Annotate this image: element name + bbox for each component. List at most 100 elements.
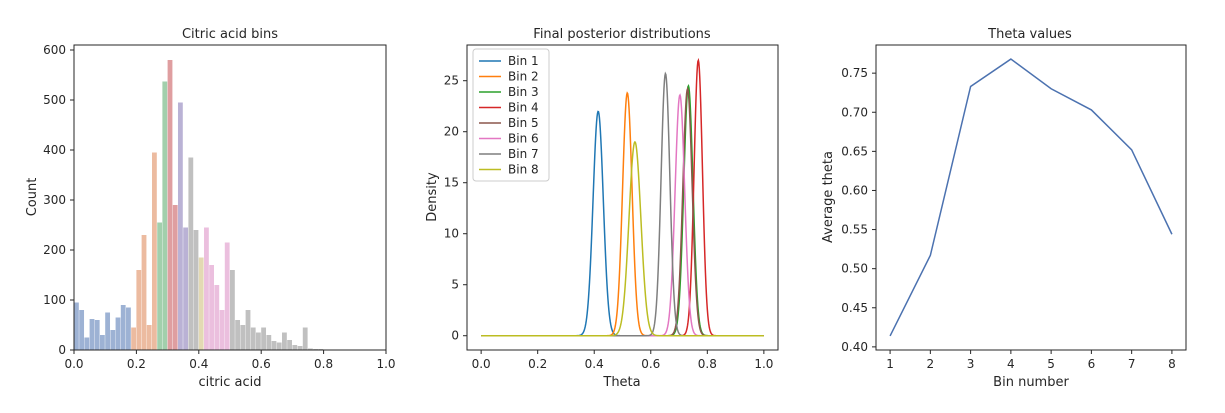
histogram-bar <box>287 340 292 350</box>
posterior-y-label: Density <box>425 172 440 222</box>
histogram-bar <box>214 285 220 350</box>
histogram-y-label: Count <box>25 178 40 217</box>
histogram-bar <box>276 342 282 350</box>
posterior-curves <box>481 57 764 337</box>
histogram-bar <box>245 310 251 350</box>
histogram-bar <box>94 320 100 350</box>
histogram-frame <box>73 44 387 351</box>
posterior-y-tick-label: 0 <box>451 329 459 343</box>
theta-x-tick-label: 6 <box>1088 357 1096 371</box>
legend-label: Bin 7 <box>508 147 539 161</box>
histogram-bars <box>74 60 334 350</box>
posterior-y-tick-label: 25 <box>444 74 459 88</box>
theta-y-tick-label: 0.45 <box>841 301 868 315</box>
histogram-bar <box>152 152 157 350</box>
histogram-bar <box>255 332 261 350</box>
histogram-y-tick-label: 300 <box>43 193 66 207</box>
posterior-y-ticks: 0 5 10 15 20 25 <box>444 74 467 343</box>
posterior-x-tick-label: 0.8 <box>698 357 717 371</box>
posterior-title: Final posterior distributions <box>533 27 711 42</box>
histogram-bar <box>141 235 147 350</box>
theta-x-tick-label: 5 <box>1047 357 1055 371</box>
posterior-x-tick-label: 0.2 <box>528 357 547 371</box>
histogram-bar <box>188 157 194 350</box>
histogram-bar <box>297 346 303 350</box>
histogram-title: Citric acid bins <box>182 27 278 42</box>
histogram-bar <box>302 327 308 350</box>
histogram-bar <box>177 102 183 350</box>
histogram-bar <box>99 335 105 350</box>
histogram-y-tick-label: 200 <box>43 243 66 257</box>
histogram-bar <box>183 227 189 350</box>
theta-x-tick-label: 4 <box>1007 357 1015 371</box>
posterior-x-tick-label: 1.0 <box>754 357 773 371</box>
histogram-x-tick-label: 0.8 <box>314 357 333 371</box>
histogram-x-tick-label: 0.2 <box>127 357 146 371</box>
histogram-x-tick-label: 1.0 <box>376 357 395 371</box>
histogram-bar <box>162 81 168 350</box>
histogram-bar <box>157 222 163 350</box>
posterior-y-tick-label: 20 <box>444 125 459 139</box>
histogram-bar <box>204 227 209 350</box>
posterior-x-ticks: 0.0 0.2 0.4 0.6 0.8 1.0 <box>472 350 773 371</box>
histogram-bar <box>292 345 298 350</box>
histogram-bar <box>79 310 85 350</box>
theta-y-tick-label: 0.65 <box>841 144 868 158</box>
theta-x-tick-label: 8 <box>1168 357 1176 371</box>
histogram-y-tick-label: 400 <box>43 143 66 157</box>
legend-box <box>472 48 550 182</box>
theta-x-ticks: 1 2 3 4 5 6 7 8 <box>886 350 1176 371</box>
histogram-x-tick-label: 0.4 <box>189 357 208 371</box>
posterior-x-tick-label: 0.4 <box>585 357 604 371</box>
theta-x-tick-label: 7 <box>1128 357 1136 371</box>
theta-series-line <box>889 58 1173 337</box>
theta-line <box>889 58 1173 337</box>
legend-label: Bin 8 <box>508 163 539 177</box>
legend-label: Bin 2 <box>508 70 539 84</box>
histogram-y-tick-label: 600 <box>43 43 66 57</box>
theta-y-tick-label: 0.75 <box>841 66 868 80</box>
theta-y-tick-label: 0.55 <box>841 223 868 237</box>
histogram-bar <box>209 265 214 350</box>
theta-y-label: Average theta <box>821 151 836 243</box>
posterior-frame <box>466 44 779 351</box>
theta-y-tick-label: 0.50 <box>841 262 868 276</box>
histogram-bar <box>193 230 199 350</box>
theta-x-tick-label: 1 <box>886 357 894 371</box>
histogram-bar <box>308 348 313 350</box>
histogram-bar <box>136 270 142 350</box>
histogram-bar <box>84 337 90 350</box>
legend-label: Bin 4 <box>508 101 539 115</box>
theta-y-ticks: 0.40 0.45 0.50 0.55 0.60 0.65 0.70 0.75 <box>841 66 876 354</box>
histogram-bar <box>126 307 131 350</box>
histogram-bar <box>240 325 246 350</box>
histogram-bar <box>282 332 287 350</box>
theta-y-tick-label: 0.60 <box>841 183 868 197</box>
histogram-y-tick-label: 500 <box>43 93 66 107</box>
histogram-bar <box>146 325 152 350</box>
theta-y-tick-label: 0.40 <box>841 340 868 354</box>
histogram-bar <box>198 257 204 350</box>
histogram-bar <box>250 327 256 350</box>
posterior-curve <box>481 141 764 337</box>
theta-y-tick-label: 0.70 <box>841 105 868 119</box>
posterior-x-tick-label: 0.6 <box>641 357 660 371</box>
histogram-y-tick-label: 0 <box>58 343 66 357</box>
histogram-bar <box>219 310 225 350</box>
histogram-bar <box>131 327 136 350</box>
posterior-x-tick-label: 0.0 <box>472 357 491 371</box>
histogram-x-tick-label: 0.0 <box>64 357 83 371</box>
posterior-x-label: Theta <box>602 375 640 390</box>
histogram-bar <box>120 305 126 350</box>
histogram-x-tick-label: 0.6 <box>252 357 271 371</box>
histogram-bar <box>266 335 272 350</box>
histogram-bar <box>105 312 111 350</box>
histogram-bar <box>271 341 277 350</box>
histogram-y-ticks: 0 100 200 300 400 500 600 <box>43 43 74 357</box>
theta-x-tick-label: 2 <box>927 357 935 371</box>
legend-label: Bin 3 <box>508 85 539 99</box>
histogram-panel: Citric acid bins 0.0 0.2 0.4 0.6 0.8 1.0 0 100… <box>25 27 396 390</box>
posterior-y-tick-label: 15 <box>444 176 459 190</box>
